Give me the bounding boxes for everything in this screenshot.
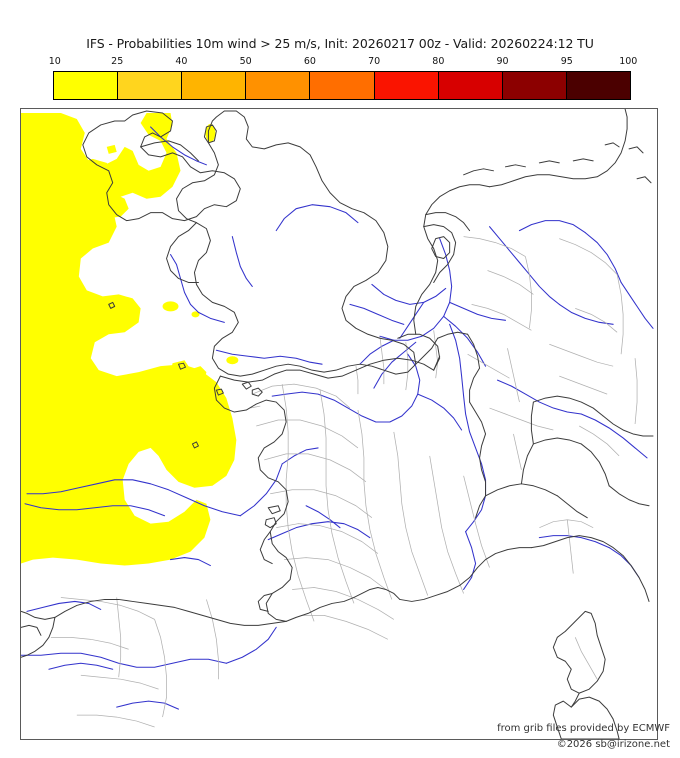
colorbar-tick-25: 25 (111, 56, 124, 67)
prob-patch-iroise (162, 301, 179, 312)
probability-shading-layer (21, 112, 239, 566)
colorbar-tick-95: 95 (560, 56, 573, 67)
map-vector-layer (21, 109, 654, 739)
colorbar-tick-10: 10 (48, 56, 61, 67)
colorbar-bin-50-60 (246, 72, 311, 99)
colorbar-tick-40: 40 (175, 56, 188, 67)
colorbar-bin-60-70 (310, 72, 375, 99)
colorbar-bin-25-40 (118, 72, 183, 99)
prob-patch-irish-sea-dot (126, 152, 134, 160)
colorbar-legend: 10 25 40 50 60 70 80 90 95 100 (49, 56, 638, 100)
colorbar-tick-50: 50 (239, 56, 252, 67)
colorbar-tick-90: 90 (496, 56, 509, 67)
colorbar-tick-80: 80 (432, 56, 445, 67)
colorbar-tick-labels: 10 25 40 50 60 70 80 90 95 100 (49, 56, 638, 71)
colorbar-bin-95-100 (566, 72, 630, 99)
prob-patch-ireland-kerry (92, 192, 129, 219)
prob-patch-ushant (191, 311, 200, 318)
colorbar-bin-40-50 (182, 72, 247, 99)
colorbar-bin-80-90 (438, 72, 503, 99)
prob-patch-atlantic-main (21, 112, 237, 566)
prob-patch-ireland-dot-a (119, 161, 135, 173)
colorbar-tick-100: 100 (619, 56, 638, 67)
page-title: IFS - Probabilities 10m wind > 25 m/s, I… (86, 36, 594, 51)
colorbar-tick-60: 60 (303, 56, 316, 67)
colorbar-swatches (53, 71, 631, 100)
prob-patch-ireland-sw (78, 158, 115, 191)
map-canvas[interactable] (20, 108, 658, 740)
administrative-borders-layer (50, 236, 638, 728)
prob-patch-cornwall (186, 366, 207, 383)
colorbar-tick-70: 70 (368, 56, 381, 67)
colorbar-bin-90-95 (502, 72, 567, 99)
prob-patch-channel-dot (226, 356, 239, 365)
colorbar-bin-70-80 (374, 72, 439, 99)
colorbar-bin-10-25 (54, 72, 119, 99)
coastline-layer (21, 109, 654, 739)
prob-patch-ireland-dot-b (106, 144, 117, 154)
rivers-layer (21, 126, 654, 710)
